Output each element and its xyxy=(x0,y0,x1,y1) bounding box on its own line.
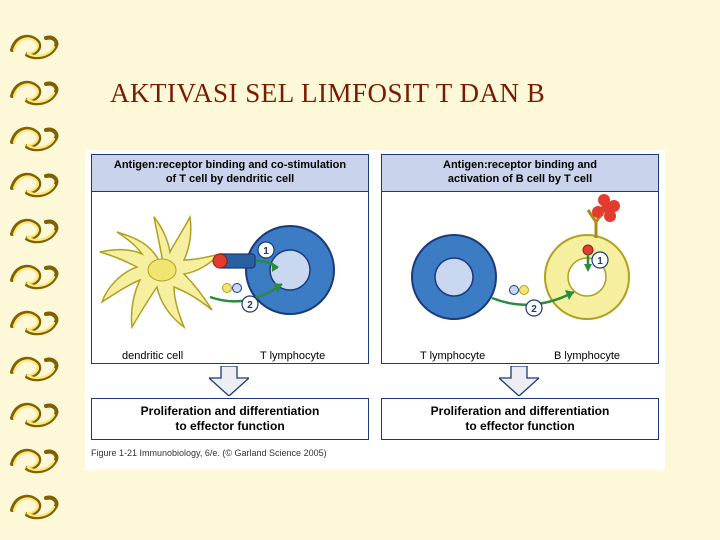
panel-right: Antigen:receptor binding and activation … xyxy=(381,154,659,364)
bullet-icon xyxy=(8,490,64,524)
costim-r-icon xyxy=(510,285,529,294)
bottom-left-l1: Proliferation and differentiation xyxy=(141,404,320,418)
receptor-bar-icon xyxy=(213,254,255,268)
bullet-stack: // placeholder so structure validates; a… xyxy=(8,30,64,536)
bottom-box-left: Proliferation and differentiation to eff… xyxy=(91,398,369,440)
tlymph-label-left: T lymphocyte xyxy=(260,350,325,362)
panel-left-header-l2: of T cell by dendritic cell xyxy=(166,173,294,185)
panel-right-header: Antigen:receptor binding and activation … xyxy=(382,155,658,192)
bottom-right-l2: to effector function xyxy=(465,419,574,433)
t-lymphocyte-icon-r xyxy=(412,235,496,319)
bullet-icon xyxy=(8,444,64,478)
page-title: AKTIVASI SEL LIMFOSIT T DAN B xyxy=(110,78,545,109)
t-lymphocyte-icon xyxy=(246,226,334,314)
marker-1-r: 1 xyxy=(592,252,608,268)
panel-left-header-l1: Antigen:receptor binding and co-stimulat… xyxy=(114,159,346,171)
tlymph-label-right: T lymphocyte xyxy=(420,350,485,362)
panel-right-svg: 1 2 xyxy=(382,192,660,367)
figure-credit: Figure 1-21 Immunobiology, 6/e. (© Garla… xyxy=(91,448,327,458)
bullet-icon xyxy=(8,30,64,64)
svg-text:1: 1 xyxy=(263,246,269,257)
dendritic-label: dendritic cell xyxy=(122,350,183,362)
antigen-icon xyxy=(592,194,620,222)
bullet-icon xyxy=(8,214,64,248)
bullet-icon xyxy=(8,76,64,110)
panel-right-header-l2: activation of B cell by T cell xyxy=(448,173,592,185)
figure-container: Antigen:receptor binding and co-stimulat… xyxy=(85,150,665,470)
bullet-icon xyxy=(8,352,64,386)
down-arrow-right-icon xyxy=(499,366,539,396)
dendritic-cell-icon xyxy=(100,217,220,327)
panel-left-svg: 1 2 xyxy=(92,192,370,367)
blymph-label: B lymphocyte xyxy=(554,350,620,362)
bullet-icon xyxy=(8,306,64,340)
down-arrow-left-icon xyxy=(209,366,249,396)
bottom-right-l1: Proliferation and differentiation xyxy=(431,404,610,418)
marker-2: 2 xyxy=(242,296,258,312)
panel-right-header-l1: Antigen:receptor binding and xyxy=(443,159,597,171)
svg-text:2: 2 xyxy=(247,300,253,311)
marker-2-r: 2 xyxy=(526,300,542,316)
bullet-icon xyxy=(8,122,64,156)
costim-icon xyxy=(223,283,242,292)
bottom-left-l2: to effector function xyxy=(175,419,284,433)
panel-left-header: Antigen:receptor binding and co-stimulat… xyxy=(92,155,368,192)
bottom-box-right: Proliferation and differentiation to eff… xyxy=(381,398,659,440)
panel-left: Antigen:receptor binding and co-stimulat… xyxy=(91,154,369,364)
svg-text:1: 1 xyxy=(597,256,603,267)
bullet-icon xyxy=(8,260,64,294)
bullet-icon xyxy=(8,398,64,432)
processed-ag-icon xyxy=(583,245,593,255)
bullet-icon xyxy=(8,168,64,202)
svg-text:2: 2 xyxy=(531,304,537,315)
marker-1: 1 xyxy=(258,242,274,258)
